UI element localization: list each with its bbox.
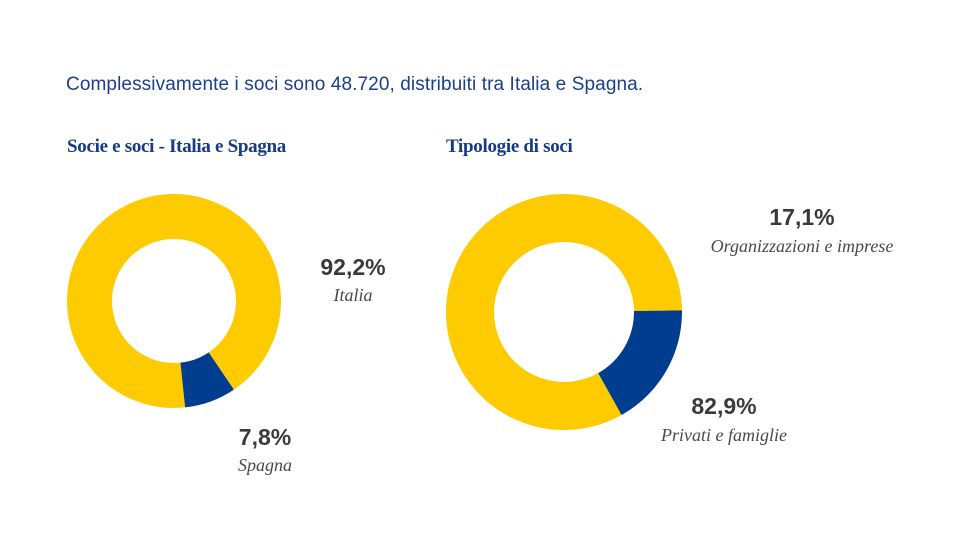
data-label-organizzazioni: Organizzazioni e imprese bbox=[710, 236, 894, 256]
chart-title-tipologie: Tipologie di soci bbox=[446, 136, 573, 157]
slice-spagna bbox=[180, 352, 234, 408]
data-label-italia-value: 92,2% bbox=[320, 254, 386, 280]
data-label-spagna-value: 7,8% bbox=[238, 424, 292, 450]
donut-chart-italia-spagna bbox=[66, 194, 281, 408]
intro-text: Complessivamente i soci sono 48.720, dis… bbox=[66, 74, 644, 95]
donut-chart-tipologie bbox=[446, 194, 682, 430]
data-label-privati: Privati e famiglie bbox=[661, 425, 787, 445]
slice-organizzazioni-e-imprese bbox=[598, 310, 682, 415]
data-label-privati-value: 82,9% bbox=[691, 393, 757, 419]
slice-italia bbox=[66, 194, 281, 408]
data-label-italia: Italia bbox=[333, 285, 373, 305]
chart-title-italia-spagna: Socie e soci - Italia e Spagna bbox=[67, 136, 286, 157]
data-label-organizzazioni-value: 17,1% bbox=[769, 204, 835, 230]
data-label-spagna: Spagna bbox=[238, 455, 292, 475]
slice-privati-e-famiglie bbox=[446, 194, 682, 430]
